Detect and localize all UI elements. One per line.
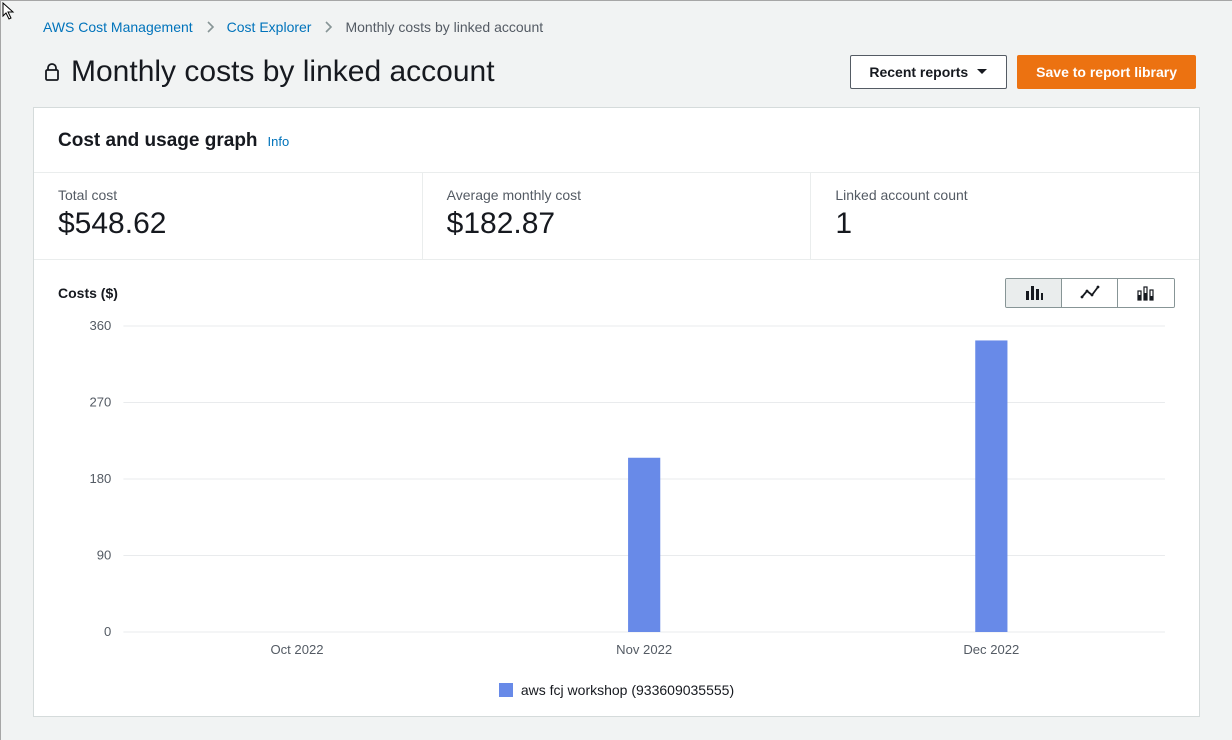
metric-average-monthly-cost: Average monthly cost $182.87 — [423, 173, 812, 259]
lock-icon — [43, 62, 61, 82]
breadcrumb-current: Monthly costs by linked account — [345, 19, 543, 35]
line-chart-icon — [1080, 285, 1100, 301]
chart-bar[interactable] — [975, 340, 1007, 632]
chevron-right-icon — [323, 21, 333, 33]
cost-bar-chart: 0 90 180 270 360 Oct 2022 Nov 2022 Dec 2022 — [58, 314, 1175, 674]
svg-text:Nov 2022: Nov 2022 — [616, 642, 672, 657]
save-to-report-library-button[interactable]: Save to report library — [1017, 55, 1196, 89]
svg-text:0: 0 — [104, 624, 111, 639]
svg-text:360: 360 — [90, 318, 112, 333]
svg-text:180: 180 — [90, 471, 112, 486]
chart-bar[interactable] — [628, 458, 660, 632]
metric-linked-account-count: Linked account count 1 — [811, 173, 1199, 259]
metric-label: Average monthly cost — [447, 187, 787, 203]
info-link[interactable]: Info — [268, 134, 290, 149]
bar-chart-icon — [1024, 285, 1044, 301]
chart-area: Costs ($) — [34, 260, 1199, 716]
breadcrumb-cost-explorer[interactable]: Cost Explorer — [227, 19, 312, 35]
page-title: Monthly costs by linked account — [71, 55, 495, 89]
metric-label: Total cost — [58, 187, 398, 203]
page-root: AWS Cost Management Cost Explorer Monthl… — [0, 0, 1232, 740]
legend-swatch — [499, 683, 513, 697]
cursor-pointer-icon — [2, 2, 16, 20]
save-report-label: Save to report library — [1036, 64, 1177, 80]
breadcrumb-aws-cost-management[interactable]: AWS Cost Management — [43, 19, 193, 35]
caret-down-icon — [976, 68, 988, 76]
metric-value: 1 — [835, 207, 1175, 241]
legend-series-label: aws fcj workshop (933609035555) — [521, 682, 734, 698]
metric-value: $548.62 — [58, 207, 398, 241]
chart-type-stacked-button[interactable] — [1118, 279, 1174, 307]
chart-legend: aws fcj workshop (933609035555) — [58, 674, 1175, 704]
chart-type-bar-button[interactable] — [1006, 279, 1062, 307]
page-header: Monthly costs by linked account Recent r… — [1, 41, 1232, 107]
metric-total-cost: Total cost $548.62 — [34, 173, 423, 259]
stacked-bar-chart-icon — [1136, 285, 1156, 301]
chart-type-line-button[interactable] — [1062, 279, 1118, 307]
chart-type-toggle — [1005, 278, 1175, 308]
panel-title: Cost and usage graph — [58, 130, 258, 152]
metric-value: $182.87 — [447, 207, 787, 241]
recent-reports-label: Recent reports — [869, 64, 968, 80]
breadcrumb: AWS Cost Management Cost Explorer Monthl… — [1, 1, 1232, 41]
svg-text:Dec 2022: Dec 2022 — [963, 642, 1019, 657]
cost-and-usage-panel: Cost and usage graph Info Total cost $54… — [33, 107, 1200, 717]
metric-label: Linked account count — [835, 187, 1175, 203]
chart-y-axis-label: Costs ($) — [58, 285, 118, 301]
svg-text:90: 90 — [97, 548, 112, 563]
svg-text:Oct 2022: Oct 2022 — [270, 642, 323, 657]
chevron-right-icon — [205, 21, 215, 33]
metrics-row: Total cost $548.62 Average monthly cost … — [34, 172, 1199, 260]
recent-reports-button[interactable]: Recent reports — [850, 55, 1007, 89]
svg-text:270: 270 — [90, 395, 112, 410]
